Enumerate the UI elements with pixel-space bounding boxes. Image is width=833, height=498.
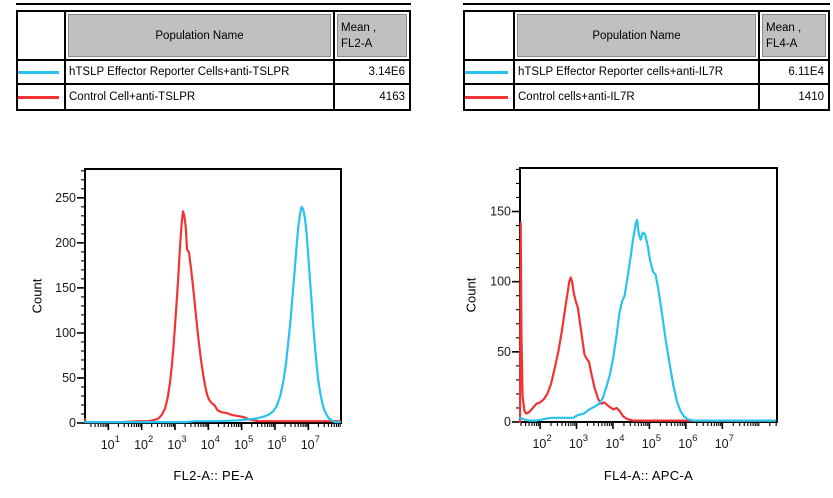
swatch-cell xyxy=(465,61,515,83)
y-axis-tick-label: 0 xyxy=(504,415,511,429)
histogram-curve-cyan xyxy=(83,205,342,424)
population-table-fl4a: Population Name Mean , FL4-A hTSLP Effec… xyxy=(463,10,830,111)
table-top-rule-right xyxy=(463,3,830,5)
y-axis-tick-label: 50 xyxy=(497,345,511,359)
population-name: hTSLP Effector Reporter cells+anti-IL7R xyxy=(515,61,760,83)
y-axis-tick-label: 100 xyxy=(490,275,511,289)
y-axis-tick-label: 250 xyxy=(55,191,76,205)
mean-column-header-cell: Mean , FL2-A xyxy=(335,12,409,59)
plot-frame xyxy=(519,167,778,423)
plot-frame xyxy=(84,168,342,424)
y-axis-tick-label: 200 xyxy=(55,236,76,250)
x-axis-tick-label: 102 xyxy=(532,433,551,451)
x-axis-tick-label: 106 xyxy=(678,433,697,451)
population-name-header-cell: Population Name xyxy=(66,12,335,59)
mean-value: 1410 xyxy=(798,91,824,103)
table-header-row: Population Name Mean , FL2-A xyxy=(18,12,409,61)
swatch-column-header xyxy=(465,12,515,59)
mean-header-line1: Mean , xyxy=(341,21,377,34)
table-row: hTSLP Effector Reporter Cells+anti-TSLPR… xyxy=(18,61,409,85)
histogram-curve-red xyxy=(518,221,777,424)
mean-column-header: Mean , FL2-A xyxy=(337,14,407,57)
x-axis-tick-label: 101 xyxy=(101,434,120,452)
population-table-fl2a: Population Name Mean , FL2-A hTSLP Effec… xyxy=(16,10,411,111)
y-axis-label-right: Count xyxy=(463,277,479,313)
mean-value: 3.14E6 xyxy=(368,66,405,78)
x-axis-tick-label: 103 xyxy=(167,434,186,452)
population-name-header-cell: Population Name xyxy=(515,12,760,59)
population-name: hTSLP Effector Reporter Cells+anti-TSLPR xyxy=(66,61,335,83)
swatch-cell xyxy=(465,85,515,109)
x-axis-tick-label: 104 xyxy=(201,434,220,452)
histogram-curve-red xyxy=(83,210,342,424)
cyan-series-swatch xyxy=(18,70,59,74)
table-row: Control cells+anti-IL7R 1410 xyxy=(465,85,828,109)
population-name: Control cells+anti-IL7R xyxy=(515,85,760,109)
cyan-series-swatch xyxy=(465,70,508,74)
swatch-column-header xyxy=(18,12,66,59)
table-header-row: Population Name Mean , FL4-A xyxy=(465,12,828,61)
red-series-swatch xyxy=(465,95,508,99)
x-axis-label-fl2a: FL2-A:: PE-A xyxy=(173,468,254,483)
x-axis-tick-label: 104 xyxy=(605,433,624,451)
histogram-fl4-a: 102 103 104 105 106 107 0 50 100 150 xyxy=(490,167,778,451)
mean-column-header-cell: Mean , FL4-A xyxy=(760,12,828,59)
x-axis-tick-label: 102 xyxy=(134,434,153,452)
x-axis-tick-label: 106 xyxy=(267,434,286,452)
swatch-cell xyxy=(18,85,66,109)
y-axis-tick-label: 150 xyxy=(490,205,511,219)
mean-value: 4163 xyxy=(379,91,405,103)
x-axis-tick-label: 107 xyxy=(715,433,734,451)
table-row: hTSLP Effector Reporter cells+anti-IL7R … xyxy=(465,61,828,85)
y-axis-label-left: Count xyxy=(29,278,45,314)
x-axis-tick-label: 105 xyxy=(234,434,253,452)
population-name-header: Population Name xyxy=(68,14,331,57)
population-name: Control Cell+anti-TSLPR xyxy=(66,85,335,109)
x-axis-label-fl4a: FL4-A:: APC-A xyxy=(603,468,694,483)
mean-value: 6.11E4 xyxy=(788,66,824,78)
swatch-cell xyxy=(18,61,66,83)
y-axis-tick-label: 50 xyxy=(62,371,76,385)
histogram-fl2-a: 101 102 103 104 105 106 107 0 50 100 150 200 250 xyxy=(55,168,342,452)
x-axis-tick-label: 105 xyxy=(642,433,661,451)
histogram-curve-cyan xyxy=(518,218,777,422)
table-row: Control Cell+anti-TSLPR 4163 xyxy=(18,85,409,109)
mean-header-line1: Mean , xyxy=(766,21,802,34)
y-axis-tick-label: 0 xyxy=(69,416,76,430)
mean-header-line2: FL2-A xyxy=(341,37,373,50)
mean-column-header: Mean , FL4-A xyxy=(762,14,826,57)
mean-header-line2: FL4-A xyxy=(766,37,798,50)
y-axis-tick-label: 100 xyxy=(55,326,76,340)
red-series-swatch xyxy=(18,95,59,99)
x-axis-tick-label: 107 xyxy=(301,434,320,452)
table-top-rule-left xyxy=(16,3,411,5)
population-name-header: Population Name xyxy=(517,14,756,57)
y-axis-tick-label: 150 xyxy=(55,281,76,295)
x-axis-tick-label: 103 xyxy=(569,433,588,451)
